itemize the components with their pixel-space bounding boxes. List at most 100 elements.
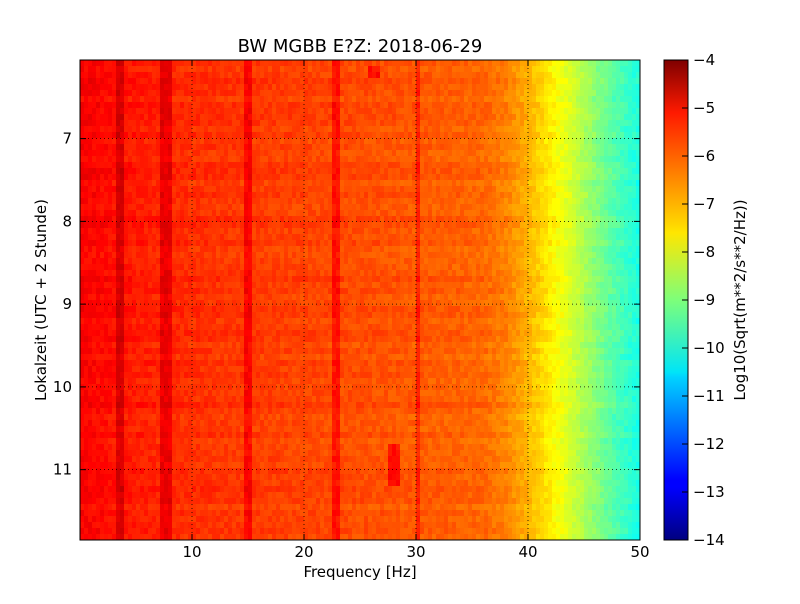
heatmap-cell <box>220 114 225 121</box>
heatmap-cell <box>136 180 141 187</box>
heatmap-cell <box>172 300 177 307</box>
heatmap-cell <box>152 426 157 433</box>
heatmap-cell <box>136 156 141 163</box>
heatmap-cell <box>172 486 177 493</box>
heatmap-cell <box>116 306 121 313</box>
heatmap-cell <box>228 312 233 319</box>
heatmap-cell <box>152 336 157 343</box>
heatmap-cell <box>80 252 85 259</box>
heatmap-cell <box>92 312 97 319</box>
heatmap-cell <box>104 90 109 97</box>
heatmap-cell <box>108 438 113 445</box>
heatmap-cell <box>280 234 285 241</box>
heatmap-cell <box>272 336 277 343</box>
heatmap-cell <box>264 480 269 487</box>
heatmap-cell <box>188 354 193 361</box>
heatmap-cell <box>232 402 237 409</box>
heatmap-cell <box>184 174 189 181</box>
heatmap-cell <box>124 450 129 457</box>
heatmap-cell <box>120 84 125 91</box>
heatmap-cell <box>244 456 249 463</box>
heatmap-cell <box>232 66 237 73</box>
heatmap-cell <box>104 414 109 421</box>
heatmap-cell <box>152 504 157 511</box>
heatmap-cell <box>280 372 285 379</box>
heatmap-cell <box>96 186 101 193</box>
heatmap-cell <box>304 348 309 355</box>
heatmap-cell <box>252 438 257 445</box>
heatmap-cell <box>152 162 157 169</box>
heatmap-cell <box>136 210 141 217</box>
heatmap-cell <box>84 468 89 475</box>
heatmap-cell <box>272 354 277 361</box>
heatmap-cell <box>116 468 121 475</box>
heatmap-cell <box>168 300 173 307</box>
heatmap-cell <box>216 312 221 319</box>
heatmap-cell <box>228 108 233 115</box>
heatmap-cell <box>304 288 309 295</box>
heatmap-cell <box>204 390 209 397</box>
heatmap-cell <box>320 264 325 271</box>
heatmap-cell <box>112 132 117 139</box>
heatmap-cell <box>100 216 105 223</box>
heatmap-cell <box>324 246 329 253</box>
heatmap-cell <box>104 516 109 523</box>
heatmap-cell <box>100 210 105 217</box>
heatmap-cell <box>136 432 141 439</box>
heatmap-cell <box>116 240 121 247</box>
heatmap-cell <box>324 510 329 517</box>
heatmap-cell <box>280 246 285 253</box>
heatmap-cell <box>316 468 321 475</box>
heatmap-cell <box>240 354 245 361</box>
heatmap-cell <box>204 198 209 205</box>
heatmap-cell <box>288 318 293 325</box>
heatmap-cell <box>120 114 125 121</box>
heatmap-cell <box>140 168 145 175</box>
heatmap-cell <box>284 84 289 91</box>
heatmap-cell <box>96 276 101 283</box>
heatmap-cell <box>100 414 105 421</box>
heatmap-cell <box>192 228 197 235</box>
heatmap-cell <box>132 438 137 445</box>
heatmap-cell <box>284 360 289 367</box>
heatmap-cell <box>204 456 209 463</box>
heatmap-cell <box>144 240 149 247</box>
heatmap-cell <box>324 240 329 247</box>
heatmap-cell <box>112 336 117 343</box>
heatmap-cell <box>96 204 101 211</box>
heatmap-cell <box>176 270 181 277</box>
heatmap-cell <box>256 114 261 121</box>
heatmap-cell <box>212 372 217 379</box>
heatmap-cell <box>164 60 169 67</box>
heatmap-cell <box>288 330 293 337</box>
heatmap-cell <box>316 270 321 277</box>
heatmap-cell <box>280 252 285 259</box>
heatmap-cell <box>268 432 273 439</box>
heatmap-cell <box>124 180 129 187</box>
heatmap-cell <box>276 204 281 211</box>
heatmap-cell <box>268 528 273 535</box>
heatmap-cell <box>308 108 313 115</box>
heatmap-cell <box>128 534 133 540</box>
heatmap-cell <box>116 264 121 271</box>
heatmap-cell <box>132 96 137 103</box>
heatmap-cell <box>176 300 181 307</box>
heatmap-cell <box>252 306 257 313</box>
heatmap-cell <box>148 168 153 175</box>
heatmap-cell <box>304 456 309 463</box>
heatmap-cell <box>92 420 97 427</box>
heatmap-cell <box>220 228 225 235</box>
heatmap-cell <box>108 408 113 415</box>
heatmap-cell <box>128 84 133 91</box>
heatmap-cell <box>200 444 205 451</box>
heatmap-cell <box>152 84 157 91</box>
heatmap-cell <box>276 408 281 415</box>
heatmap-cell <box>132 306 137 313</box>
heatmap-cell <box>288 534 293 540</box>
heatmap-cell <box>160 390 165 397</box>
heatmap-cell <box>300 402 305 409</box>
heatmap-cell <box>152 516 157 523</box>
heatmap-cell <box>172 216 177 223</box>
heatmap-cell <box>140 510 145 517</box>
